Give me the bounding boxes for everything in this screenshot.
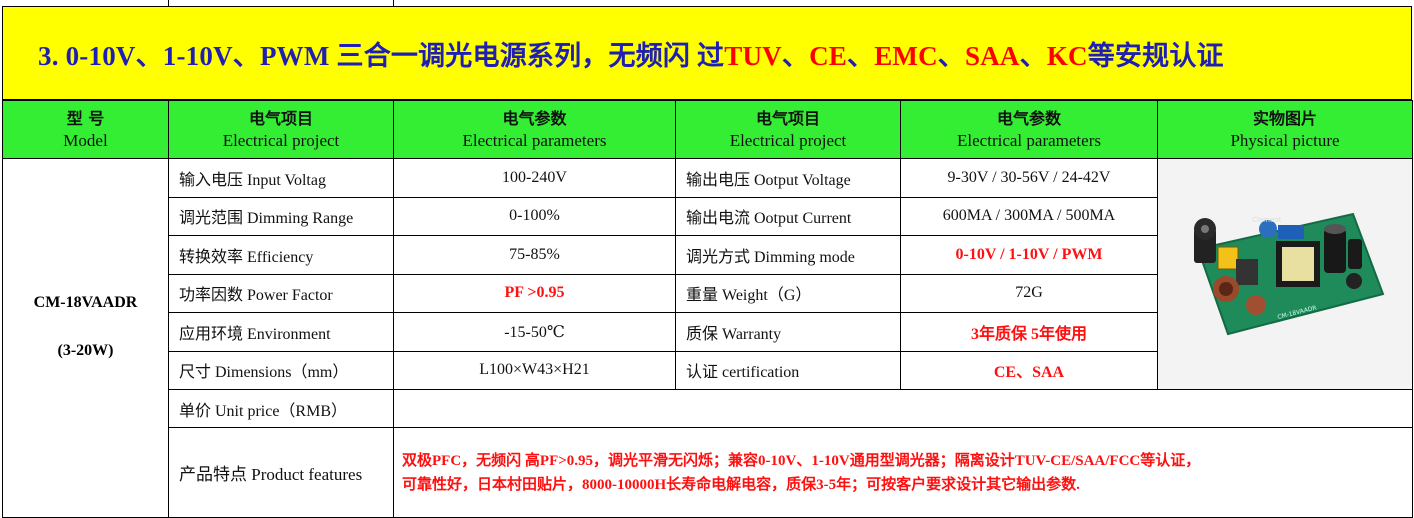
row-value: L100×W43×H21 <box>393 350 676 390</box>
page-title: 3. 0-10V、1-10V、PWM 三合一调光电源系列，无频闪 过TUV、CE… <box>38 40 1224 71</box>
table-row: 转换效率 Efficiency 75-85% 调光方式 Dimming mode… <box>3 235 1413 275</box>
row-value: PF >0.95 <box>393 273 676 313</box>
row-label: 输入电压 Input Voltag <box>168 158 394 198</box>
features-line-2: 可靠性好，日本村田贴片，8000-10000H长寿命电解电容，质保3-5年；可按… <box>402 476 1080 493</box>
row-label: 输出电压 Ootput Voltage <box>675 158 901 198</box>
row-value: 600MA / 300MA / 500MA <box>900 196 1158 236</box>
header-item-2: 电气项目 Electrical project <box>675 100 901 159</box>
power-board-image: Clement CM-18VAADR <box>1158 159 1411 385</box>
features-label: 产品特点 Product features <box>168 427 394 518</box>
spec-table: 型 号 Model 电气项目 Electrical project 电气参数 Elec… <box>2 100 1413 518</box>
row-value: -15-50℃ <box>393 312 676 352</box>
table-row: CM-18VAADR (3-20W) 输入电压 Input Voltag 100… <box>2 158 1413 518</box>
table-row: 产品特点 Product features 双极PFC，无频闪 高PF>0.95… <box>3 427 1413 518</box>
header-item-1: 电气项目 Electrical project <box>168 100 394 159</box>
title-banner: 3. 0-10V、1-10V、PWM 三合一调光电源系列，无频闪 过TUV、CE… <box>2 6 1412 100</box>
row-value: 0-10V / 1-10V / PWM <box>900 235 1158 275</box>
table-header-row: 型 号 Model 电气项目 Electrical project 电气参数 Elec… <box>2 100 1413 159</box>
header-model: 型 号 Model <box>2 100 169 159</box>
table-row: 功率因数 Power Factor PF >0.95 重量 Weight（G） … <box>3 273 1413 313</box>
price-label: 单价 Unit price（RMB） <box>168 389 394 428</box>
model-power: (3-20W) <box>57 342 114 359</box>
table-row: 应用环境 Environment -15-50℃ 质保 Warranty 3年质… <box>3 312 1413 352</box>
features-line-1: 双极PFC，无频闪 高PF>0.95，调光平滑无闪烁；兼容0-10V、1-10V… <box>402 452 1201 469</box>
table-row: 单价 Unit price（RMB） <box>3 389 1413 428</box>
top-strip-cell <box>168 0 394 6</box>
header-picture: 实物图片 Physical picture <box>1157 100 1413 159</box>
row-value: CE、SAA <box>900 350 1158 390</box>
header-param-2: 电气参数 Electrical parameters <box>900 100 1158 159</box>
row-value: 3年质保 5年使用 <box>900 312 1158 352</box>
row-value: 72G <box>900 273 1158 313</box>
top-strip <box>0 0 1414 6</box>
row-label: 质保 Warranty <box>675 312 901 352</box>
row-label: 重量 Weight（G） <box>675 273 901 313</box>
model-cell: CM-18VAADR (3-20W) <box>2 158 169 518</box>
product-photo: Clement CM-18VAADR <box>1157 158 1413 390</box>
price-value <box>393 389 1413 428</box>
row-label: 调光范围 Dimming Range <box>168 196 394 236</box>
row-label: 输出电流 Ootput Current <box>675 196 901 236</box>
row-label: 认证 certification <box>675 350 901 390</box>
features-text: 双极PFC，无频闪 高PF>0.95，调光平滑无闪烁；兼容0-10V、1-10V… <box>393 427 1413 518</box>
model-name: CM-18VAADR <box>33 294 138 311</box>
board-brand-text: Clement <box>1252 216 1282 224</box>
row-label: 调光方式 Dimming mode <box>675 235 901 275</box>
row-label: 转换效率 Efficiency <box>168 235 394 275</box>
row-label: 功率因数 Power Factor <box>168 273 394 313</box>
row-value: 9-30V / 30-56V / 24-42V <box>900 158 1158 198</box>
header-param-1: 电气参数 Electrical parameters <box>393 100 676 159</box>
row-value: 0-100% <box>393 196 676 236</box>
top-strip-cell <box>0 0 169 6</box>
row-label: 尺寸 Dimensions（mm） <box>168 350 394 390</box>
row-value: 100-240V <box>393 158 676 198</box>
row-value: 75-85% <box>393 235 676 275</box>
row-label: 应用环境 Environment <box>168 312 394 352</box>
